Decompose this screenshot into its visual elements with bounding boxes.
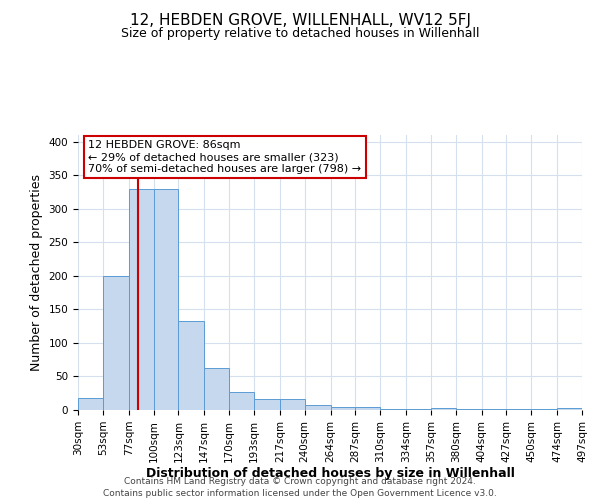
Text: 12 HEBDEN GROVE: 86sqm
← 29% of detached houses are smaller (323)
70% of semi-de: 12 HEBDEN GROVE: 86sqm ← 29% of detached… (88, 140, 361, 173)
Y-axis label: Number of detached properties: Number of detached properties (30, 174, 43, 371)
Bar (129, 188, 154, 410)
Bar (280, 400, 305, 410)
Bar (178, 321, 204, 410)
X-axis label: Distribution of detached houses by size in Willenhall: Distribution of detached houses by size … (146, 468, 514, 480)
Bar (78, 398, 103, 410)
Text: Contains HM Land Registry data © Crown copyright and database right 2024.: Contains HM Land Registry data © Crown c… (124, 478, 476, 486)
Bar (331, 408, 355, 410)
Bar (229, 392, 254, 410)
Bar (355, 408, 380, 410)
Bar (431, 408, 456, 410)
Text: Contains public sector information licensed under the Open Government Licence v3: Contains public sector information licen… (103, 489, 497, 498)
Bar (557, 408, 582, 410)
Bar (154, 188, 178, 410)
Bar (254, 400, 280, 410)
Bar (103, 276, 129, 410)
Bar (305, 404, 331, 410)
Bar (204, 368, 229, 410)
Text: Size of property relative to detached houses in Willenhall: Size of property relative to detached ho… (121, 28, 479, 40)
Text: 12, HEBDEN GROVE, WILLENHALL, WV12 5FJ: 12, HEBDEN GROVE, WILLENHALL, WV12 5FJ (130, 12, 470, 28)
